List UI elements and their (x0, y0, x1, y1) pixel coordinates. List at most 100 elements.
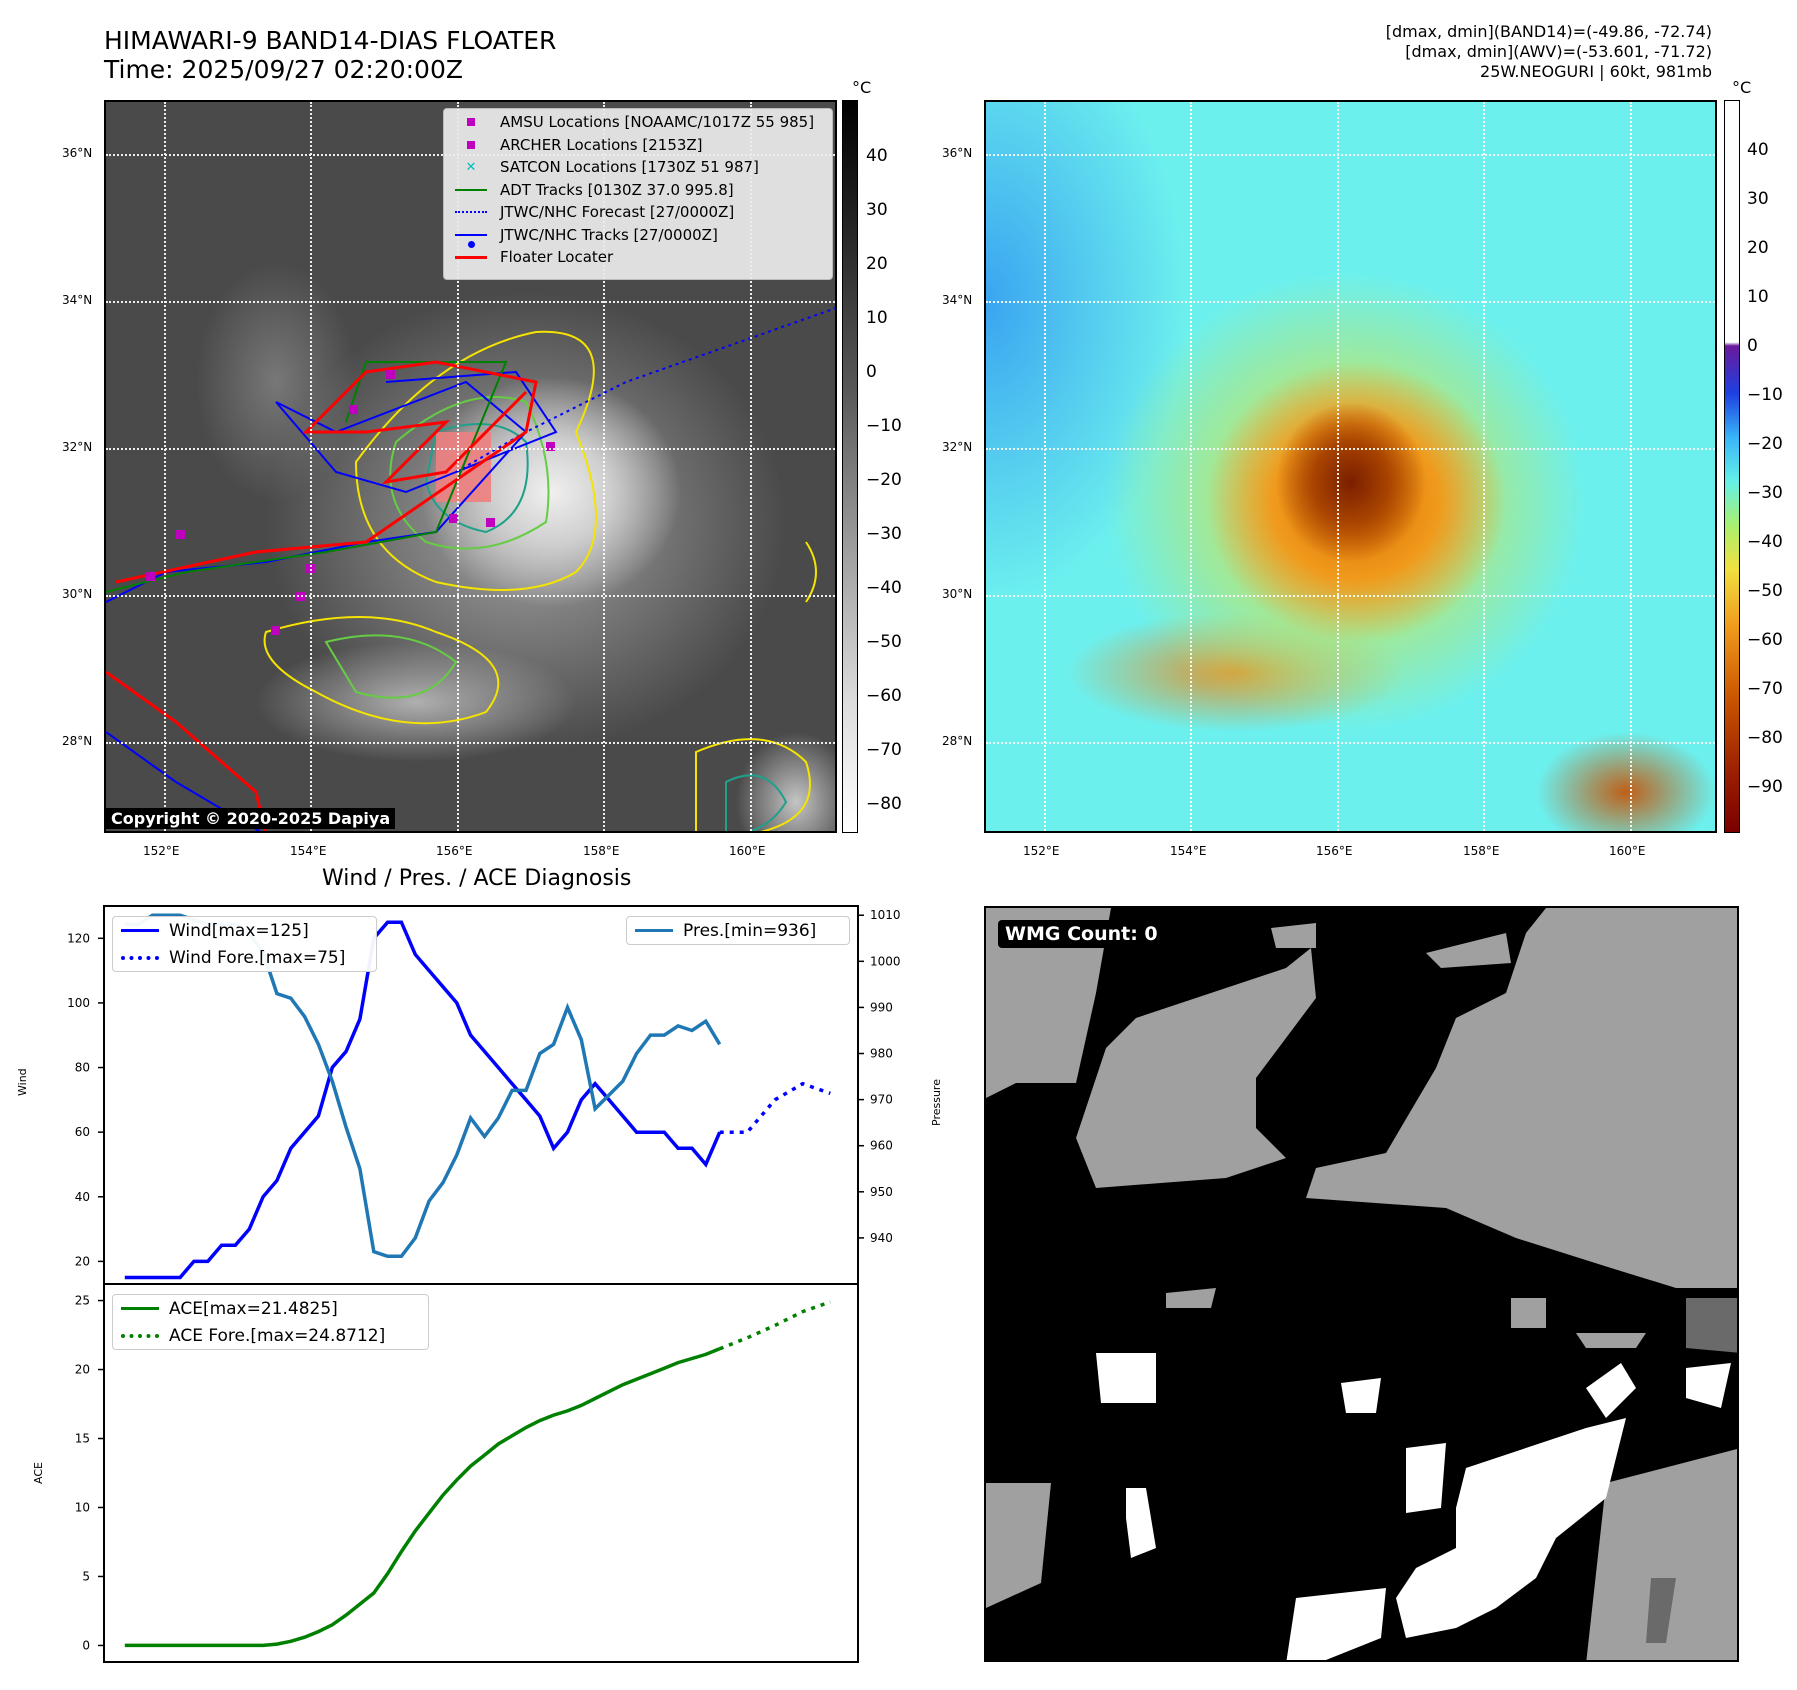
figure-title: HIMAWARI-9 BAND14-DIAS FLOATER Time: 2025… (104, 26, 556, 84)
line-marker-icon (121, 929, 159, 932)
pressure-tick-label: 1000 (870, 954, 901, 968)
ace-tick-label: 10 (75, 1500, 90, 1514)
line-marker-icon (635, 929, 673, 932)
wv-colorbar (1724, 100, 1740, 833)
legend-satcon-label: SATCON Locations [1730Z 51 987] (500, 158, 759, 177)
ace-tick-label: 0 (82, 1638, 90, 1652)
ace-svg: 25 20 15 10 5 0 (75, 1283, 859, 1663)
copyright-label: Copyright © 2020-2025 Dapiya (106, 808, 396, 829)
square-marker-icon (452, 140, 490, 149)
wv-lon-160: 160°E (1609, 844, 1646, 858)
legend-amsu-label: AMSU Locations [NOAAMC/1017Z 55 985] (500, 113, 815, 132)
square-marker-icon (452, 118, 490, 127)
stats-line2: [dmax, dmin](AWV)=(-53.601, -71.72) (1405, 42, 1712, 61)
ir-cbar-tick: −50 (866, 632, 902, 652)
wv-cbar-tick: −30 (1747, 483, 1783, 503)
ir-lat-32: 32°N (62, 440, 93, 454)
wv-lon-154: 154°E (1170, 844, 1207, 858)
ace-series-line-0 (124, 1347, 721, 1648)
wmg-mask (986, 908, 1737, 1660)
legend-ace-forecast: ACE Fore.[max=24.8712] (113, 1322, 428, 1349)
wmg-count-label: WMG Count: 0 (998, 920, 1165, 948)
ir-cbar-tick: 40 (866, 146, 888, 166)
legend-jtwc-forecast-label: JTWC/NHC Forecast [27/0000Z] (500, 203, 735, 222)
ir-lat-36: 36°N (62, 146, 93, 160)
wv-colorbar-unit: °C (1732, 78, 1752, 97)
ir-lon-160: 160°E (729, 844, 766, 858)
pressure-axis-label: Pressure (930, 1079, 943, 1126)
ir-cbar-tick: 20 (866, 254, 888, 274)
ace-series-line-1 (719, 1300, 831, 1351)
ace-chart: 25 20 15 10 5 0 ACE[max=21.4825] ACE Fore.[ma… (75, 1283, 859, 1663)
legend-wind-forecast-label: Wind Fore.[max=75] (169, 947, 346, 968)
wv-lat-36: 36°N (942, 146, 973, 160)
x-marker-icon: ✕ (465, 159, 477, 175)
series-line-1 (719, 1081, 831, 1134)
wind-tick-label: 120 (67, 931, 90, 945)
ace-tick-label: 15 (75, 1432, 90, 1446)
wind-pressure-chart: 120 100 80 60 40 20 1010 1000 990 980 970 960 950 940… (67, 905, 901, 1285)
dotted-line-icon (121, 955, 159, 960)
ir-lat-28: 28°N (62, 734, 93, 748)
ir-lon-156: 156°E (436, 844, 473, 858)
ir-map-panel: AMSU Locations [NOAAMC/1017Z 55 985] ARC… (104, 100, 837, 833)
wind-pressure-svg: 120 100 80 60 40 20 1010 1000 990 980 970 960 950 940 (67, 905, 901, 1285)
ir-colorbar-unit: °C (852, 78, 872, 97)
ir-cbar-tick: −30 (866, 524, 902, 544)
ace-tick-label: 25 (75, 1294, 90, 1308)
legend-pressure: Pres.[min=936] (627, 917, 849, 944)
ace-legend: ACE[max=21.4825] ACE Fore.[max=24.8712] (112, 1294, 429, 1350)
wind-tick-label: 20 (75, 1254, 90, 1268)
wind-tick-label: 40 (75, 1190, 90, 1204)
legend-satcon: ✕ SATCON Locations [1730Z 51 987] (444, 156, 832, 179)
legend-ace-forecast-label: ACE Fore.[max=24.8712] (169, 1325, 386, 1346)
stats-line3: 25W.NEOGURI | 60kt, 981mb (1480, 62, 1712, 81)
title-line1: HIMAWARI-9 BAND14-DIAS FLOATER (104, 26, 557, 55)
pressure-tick-label: 970 (870, 1093, 893, 1107)
legend-jtwc-tracks-label: JTWC/NHC Tracks [27/0000Z] (500, 225, 718, 244)
wind-tick-label: 80 (75, 1061, 90, 1075)
pressure-tick-label: 990 (870, 1000, 893, 1014)
legend-amsu: AMSU Locations [NOAAMC/1017Z 55 985] (444, 111, 832, 134)
wv-cbar-tick: −50 (1747, 581, 1783, 601)
legend-wind-label: Wind[max=125] (169, 920, 309, 941)
pressure-tick-label: 950 (870, 1185, 893, 1199)
ir-cbar-tick: 10 (866, 308, 888, 328)
ir-lat-30: 30°N (62, 587, 93, 601)
pressure-legend: Pres.[min=936] (626, 916, 850, 945)
wv-cbar-tick: 20 (1747, 238, 1769, 258)
wv-map-panel (984, 100, 1717, 833)
series-line-0 (124, 920, 722, 1280)
legend-ace: ACE[max=21.4825] (113, 1295, 428, 1322)
wv-lat-30: 30°N (942, 587, 973, 601)
stats-block: [dmax, dmin](BAND14)=(-49.86, -72.74) [d… (1386, 22, 1712, 82)
wv-cbar-tick: 0 (1747, 336, 1758, 356)
ir-lon-154: 154°E (290, 844, 327, 858)
ir-cbar-tick: −70 (866, 740, 902, 760)
wv-cbar-tick: −90 (1747, 777, 1783, 797)
wv-cbar-tick: −60 (1747, 630, 1783, 650)
ir-cbar-tick: 0 (866, 362, 877, 382)
ir-cbar-tick: −20 (866, 470, 902, 490)
title-line2: Time: 2025/09/27 02:20:00Z (104, 55, 463, 84)
legend-floater: Floater Locater (444, 246, 832, 269)
pressure-tick-label: 1010 (870, 908, 901, 922)
ace-tick-label: 5 (82, 1569, 90, 1583)
pressure-tick-label: 960 (870, 1139, 893, 1153)
pressure-tick-label: 940 (870, 1231, 893, 1245)
legend-floater-label: Floater Locater (500, 248, 614, 267)
dotted-line-icon (121, 1333, 159, 1338)
ir-cbar-tick: 30 (866, 200, 888, 220)
ace-axis-label: ACE (32, 1462, 45, 1484)
line-dot-marker-icon (452, 233, 490, 248)
wv-cbar-tick: −80 (1747, 728, 1783, 748)
wv-cbar-tick: 30 (1747, 189, 1769, 209)
wv-cbar-tick: −70 (1747, 679, 1783, 699)
wind-tick-label: 60 (75, 1125, 90, 1139)
wv-lat-28: 28°N (942, 734, 973, 748)
wv-cbar-tick: 10 (1747, 287, 1769, 307)
line-marker-icon (452, 255, 490, 259)
ir-cbar-tick: −80 (866, 794, 902, 814)
wv-cbar-tick: −20 (1747, 434, 1783, 454)
ace-tick-label: 20 (75, 1363, 90, 1377)
